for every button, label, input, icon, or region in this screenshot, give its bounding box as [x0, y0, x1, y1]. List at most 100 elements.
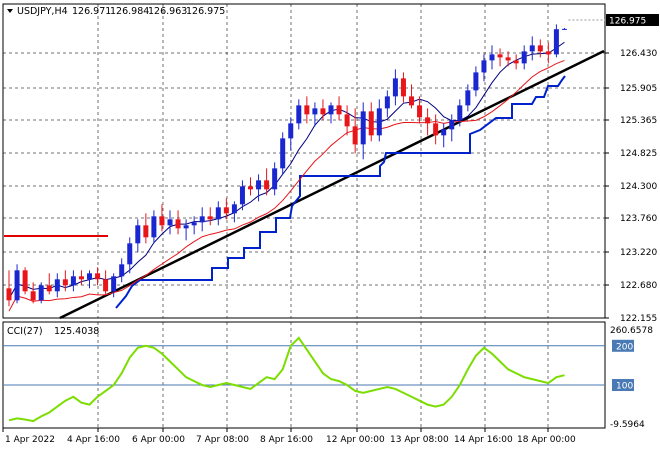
- candle-body: [111, 276, 117, 292]
- cci-name: CCI(27): [7, 326, 43, 337]
- candle-body: [256, 180, 262, 190]
- candle-body: [360, 111, 366, 145]
- candle-body: [87, 273, 92, 280]
- candle-body: [561, 28, 567, 30]
- cci-level-label: 200: [616, 342, 633, 352]
- candle-body: [119, 264, 125, 277]
- candle-body: [425, 117, 431, 124]
- candle: [239, 180, 245, 211]
- y-tick-label: 125.905: [620, 84, 657, 94]
- candle-body: [167, 219, 173, 226]
- candle: [151, 210, 157, 244]
- y-tick-label: 123.220: [620, 248, 657, 258]
- candle: [159, 204, 165, 232]
- candle-body: [481, 60, 487, 73]
- axis-layer: 1 Apr 2022 4 Apr 16:00 6 Apr 00:00 7 Apr 08…: [2, 49, 657, 445]
- candle: [70, 270, 76, 292]
- moving-average-line: [8, 59, 565, 312]
- candle: [78, 270, 84, 286]
- candle: [328, 102, 334, 124]
- current-price-badge: [606, 14, 659, 26]
- x-tick-label: 1 Apr 2022: [5, 435, 55, 445]
- candle: [537, 39, 543, 58]
- candle-body: [537, 45, 543, 52]
- candle-body: [135, 225, 141, 244]
- candle-body: [62, 279, 68, 286]
- candle-body: [151, 216, 157, 238]
- ohlc-open: 126.971: [72, 6, 111, 17]
- candle-body: [288, 123, 294, 139]
- candle: [368, 102, 374, 142]
- candle-body: [296, 105, 302, 124]
- x-tick-label: 8 Apr 16:00: [260, 435, 313, 445]
- candle-body: [272, 168, 278, 190]
- candle-body: [231, 204, 237, 214]
- candle-body: [159, 216, 165, 226]
- symbol-name: USDJPY,H4: [17, 6, 68, 17]
- candle: [497, 48, 503, 67]
- candle: [87, 270, 92, 289]
- candle-body: [392, 78, 398, 97]
- candle-body: [489, 54, 495, 61]
- candle-body: [505, 57, 511, 61]
- candle: [127, 237, 133, 274]
- candle-body: [223, 207, 229, 214]
- candle: [352, 108, 358, 154]
- candle-body: [320, 108, 326, 115]
- y-tick-label: 126.430: [620, 49, 657, 59]
- candle-body: [175, 219, 181, 229]
- x-tick-label: 14 Apr 16:00: [454, 435, 513, 445]
- candle-body: [70, 276, 76, 286]
- candle: [529, 36, 535, 61]
- candle: [38, 282, 44, 304]
- x-tick-label: 12 Apr 00:00: [326, 435, 385, 445]
- candle: [22, 267, 28, 295]
- candle-body: [400, 78, 406, 97]
- candle: [545, 42, 551, 64]
- candle: [248, 177, 253, 196]
- candle-body: [352, 126, 358, 145]
- candle-body: [78, 276, 84, 280]
- candle: [433, 114, 439, 145]
- candle: [103, 270, 109, 295]
- candle: [425, 108, 431, 136]
- candle-body: [529, 45, 535, 52]
- candle: [384, 90, 390, 118]
- candle-body: [336, 105, 342, 115]
- candle-body: [457, 105, 463, 121]
- collapse-triangle-icon[interactable]: [7, 9, 13, 13]
- candle-body: [215, 207, 221, 220]
- candle: [280, 132, 286, 175]
- price-layer: [4, 19, 605, 320]
- candle-body: [30, 291, 36, 301]
- candle: [465, 84, 471, 112]
- candle-body: [417, 105, 423, 118]
- candle-body: [545, 51, 551, 55]
- candle: [320, 99, 326, 121]
- x-tick-label: 4 Apr 16:00: [67, 435, 120, 445]
- candle: [296, 99, 302, 130]
- candle: [175, 210, 181, 235]
- candle-body: [264, 180, 270, 190]
- candle: [199, 207, 205, 232]
- candle-body: [239, 186, 245, 205]
- candle-body: [344, 114, 350, 127]
- candle: [400, 72, 406, 103]
- cci-level-badge: [612, 379, 634, 392]
- ohlc-close: 126.975: [186, 6, 225, 17]
- cci-layer: 200 100: [3, 336, 634, 423]
- candle-body: [127, 243, 133, 265]
- candle-body: [473, 72, 479, 91]
- candle-body: [54, 279, 60, 292]
- candle-body: [312, 108, 318, 115]
- candle-body: [183, 225, 189, 229]
- candle-body: [6, 288, 12, 301]
- candle: [417, 96, 423, 124]
- candle: [207, 207, 213, 226]
- cci-bottom-label: -9.5964: [610, 420, 645, 430]
- candle: [288, 117, 294, 151]
- candle-body: [376, 108, 382, 136]
- candle: [553, 24, 559, 58]
